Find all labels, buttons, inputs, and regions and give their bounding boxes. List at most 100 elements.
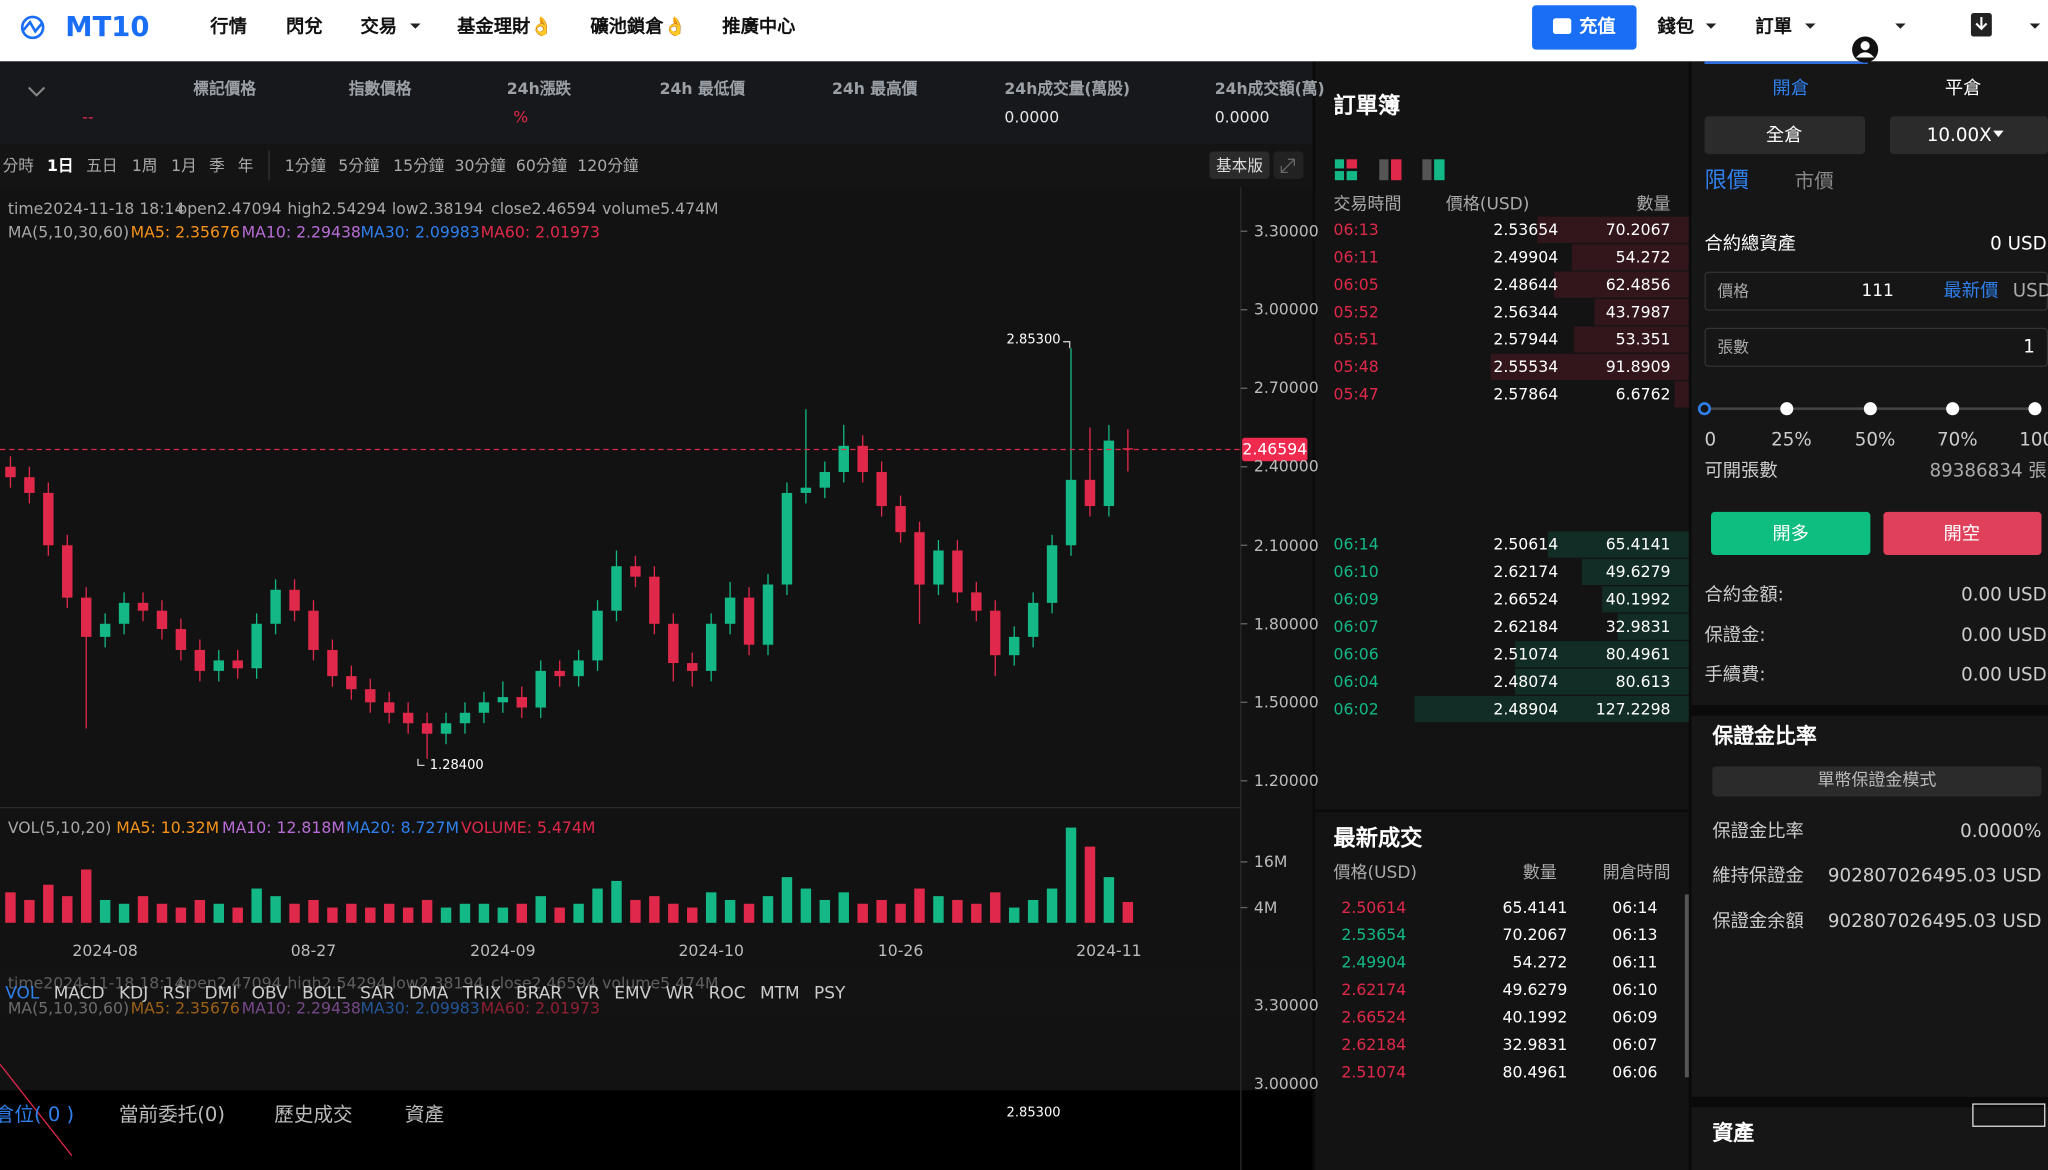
row-price: 2.48074 bbox=[1493, 672, 1559, 691]
indicator-tab[interactable]: MACD bbox=[53, 983, 105, 1004]
order-type[interactable]: 市價 bbox=[1794, 169, 1834, 193]
period-tab[interactable]: 五日 bbox=[86, 156, 118, 175]
mode-button[interactable] bbox=[1209, 151, 1270, 179]
slider-dot[interactable] bbox=[1946, 402, 1960, 416]
buy-label[interactable]: 開多 bbox=[1772, 523, 1809, 545]
volume-bar bbox=[43, 884, 54, 923]
period-tab[interactable]: 年 bbox=[237, 156, 254, 175]
candle-body bbox=[251, 623, 262, 669]
interval-tab[interactable]: 5分鐘 bbox=[338, 156, 380, 175]
indicator-tab[interactable]: PSY bbox=[814, 983, 846, 1004]
indicator-tab[interactable]: WR bbox=[665, 983, 695, 1004]
section-title: 資產 bbox=[1712, 1120, 1755, 1146]
period-tab[interactable]: 分時 bbox=[2, 156, 34, 175]
nav-item[interactable]: 基金理財👌 bbox=[457, 16, 554, 38]
row-time: 06:06 bbox=[1333, 645, 1379, 664]
buy-button[interactable] bbox=[1711, 511, 1871, 555]
candle-body bbox=[781, 492, 793, 585]
mode-label[interactable]: 基本版 bbox=[1215, 156, 1264, 175]
slider-dot[interactable] bbox=[2028, 402, 2042, 416]
sell-label[interactable]: 開空 bbox=[1943, 523, 1981, 545]
volume-bar bbox=[933, 896, 944, 923]
volume-bar bbox=[762, 896, 774, 923]
interval-tab[interactable]: 1分鐘 bbox=[284, 156, 327, 175]
margin-mode-button[interactable] bbox=[1704, 116, 1866, 155]
interval-tab[interactable]: 15分鐘 bbox=[393, 156, 445, 175]
collapse-icon[interactable] bbox=[27, 86, 46, 97]
volume-bar bbox=[24, 899, 35, 923]
row-qty: 54.272 bbox=[1615, 248, 1671, 267]
indicator-tab[interactable]: TRIX bbox=[462, 983, 502, 1004]
ghost-info: volume5.474M bbox=[602, 974, 719, 993]
indicator-tab[interactable]: ROC bbox=[708, 983, 746, 1004]
nav-item[interactable]: 推廣中心 bbox=[722, 16, 796, 38]
interval-tab[interactable]: 120分鐘 bbox=[577, 156, 639, 175]
depth-bar bbox=[1573, 326, 1689, 353]
volume-bar bbox=[270, 896, 281, 923]
position-tab[interactable]: 資產 bbox=[404, 1102, 445, 1127]
period-tab[interactable]: 1周 bbox=[131, 156, 158, 175]
indicator-tab[interactable]: VR bbox=[576, 983, 600, 1004]
indicator-tab[interactable]: EMV bbox=[614, 983, 652, 1004]
slider-dot[interactable] bbox=[1697, 402, 1712, 416]
trade-time: 06:06 bbox=[1612, 1062, 1658, 1082]
indicator-tab[interactable]: OBV bbox=[251, 983, 288, 1004]
candle-body bbox=[497, 697, 509, 703]
nav-item[interactable]: 訂單 bbox=[1755, 16, 1792, 38]
order-type[interactable]: 限價 bbox=[1704, 167, 1749, 194]
sell-button[interactable] bbox=[1883, 511, 2042, 555]
slider-dot[interactable] bbox=[1780, 402, 1794, 416]
volume-bar bbox=[592, 888, 603, 923]
deposit-button[interactable] bbox=[1532, 5, 1637, 50]
volume-bar bbox=[857, 903, 868, 923]
nav-item[interactable]: 錢包 bbox=[1657, 16, 1695, 38]
leverage[interactable]: 10.00X bbox=[1926, 125, 1992, 147]
period-tab[interactable]: 1日 bbox=[47, 156, 74, 175]
candle-body bbox=[554, 670, 565, 677]
qty-input[interactable] bbox=[1704, 327, 2048, 367]
trade-qty: 65.4141 bbox=[1502, 898, 1568, 917]
indicator-tab[interactable]: DMI bbox=[204, 983, 238, 1004]
interval-tab[interactable]: 30分鐘 bbox=[454, 156, 506, 175]
candle-body bbox=[289, 589, 300, 611]
slider-dot[interactable] bbox=[1863, 402, 1877, 416]
indicator-tab[interactable]: RSI bbox=[162, 983, 191, 1004]
margin-type-button[interactable] bbox=[1712, 766, 2042, 797]
nav-item[interactable]: 行情 bbox=[210, 16, 247, 38]
deposit-label[interactable]: 充值 bbox=[1579, 16, 1616, 38]
deposit-icon bbox=[1552, 18, 1572, 34]
volume-bar bbox=[175, 907, 187, 923]
nav-item[interactable]: 閃兌 bbox=[286, 16, 323, 38]
latest-price-link[interactable]: 最新價 bbox=[1943, 280, 1999, 302]
trades-panel bbox=[1315, 809, 1689, 1170]
indicator-tab[interactable]: DMA bbox=[409, 983, 449, 1004]
indicator-tab[interactable]: SAR bbox=[360, 983, 395, 1004]
indicator-tab[interactable]: BRAR bbox=[515, 983, 563, 1004]
indicator-tab[interactable]: VOL bbox=[5, 983, 40, 1004]
candle-body bbox=[1027, 602, 1039, 637]
margin-mode[interactable]: 全倉 bbox=[1765, 125, 1803, 147]
position-tab[interactable]: 當前委托(0) bbox=[118, 1102, 225, 1127]
position-tab[interactable]: 歷史成交 bbox=[274, 1102, 353, 1127]
indicator-tab[interactable]: BOLL bbox=[302, 983, 346, 1004]
indicator-tab[interactable]: KDJ bbox=[118, 983, 149, 1004]
panel-tab[interactable]: 開倉 bbox=[1772, 78, 1809, 100]
panel-tab[interactable]: 平倉 bbox=[1944, 78, 1982, 100]
nav-item[interactable]: 礦池鎖倉👌 bbox=[590, 16, 687, 38]
position-tab[interactable]: 倉位( 0 ) bbox=[0, 1102, 75, 1127]
col-header: 交易時間 bbox=[1333, 195, 1402, 215]
interval-tab[interactable]: 60分鐘 bbox=[515, 156, 568, 175]
margin-type[interactable]: 單幣保證金模式 bbox=[1817, 771, 1937, 791]
ticker-label: 24h漲跌 bbox=[506, 79, 572, 98]
depth-bar bbox=[1554, 271, 1689, 298]
period-tab[interactable]: 季 bbox=[208, 156, 225, 175]
nav-item[interactable]: 交易 bbox=[360, 16, 398, 38]
y-tick-label: 1.50000 bbox=[1253, 693, 1319, 712]
summary-label: 手續費: bbox=[1704, 664, 1766, 686]
ma-legend: MA10: 2.29438 bbox=[241, 223, 361, 242]
period-tab[interactable]: 1月 bbox=[171, 156, 197, 175]
indicator-tab[interactable]: MTM bbox=[759, 983, 800, 1004]
candle-body bbox=[743, 597, 755, 645]
leverage-button[interactable] bbox=[1889, 116, 2048, 155]
price-input[interactable] bbox=[1704, 271, 2048, 311]
